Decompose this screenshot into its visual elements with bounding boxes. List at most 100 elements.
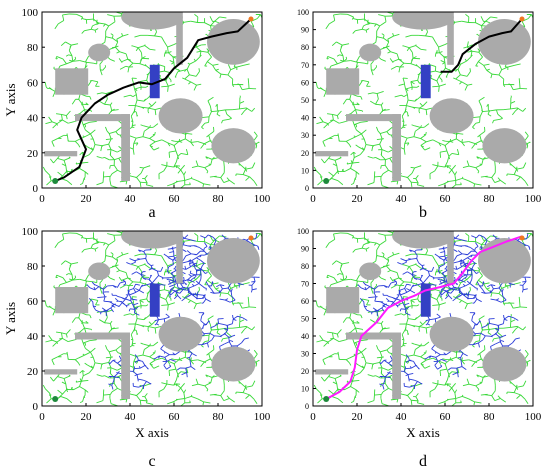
green-tree-edge — [316, 388, 322, 394]
blue-tree-edge — [188, 292, 194, 296]
green-tree-edge — [476, 374, 479, 378]
blue-tree-edge — [173, 295, 178, 300]
blue-tree-edge — [480, 332, 486, 337]
green-tree-edge — [352, 30, 356, 34]
green-tree-edge — [454, 171, 458, 176]
blue-tree-edge — [490, 298, 497, 301]
green-tree-edge — [468, 359, 476, 363]
green-tree-edge — [154, 31, 158, 37]
green-tree-edge — [352, 103, 354, 106]
green-tree-edge — [350, 327, 356, 333]
green-tree-edge — [100, 69, 103, 71]
green-tree-edge — [147, 329, 150, 332]
green-tree-edge — [380, 240, 387, 245]
y-axis-title: Y axis — [3, 302, 18, 335]
green-tree-edge — [125, 180, 128, 185]
green-tree-edge — [229, 180, 236, 185]
green-tree-edge — [373, 66, 377, 71]
green-tree-edge — [86, 237, 94, 240]
green-tree-edge — [482, 110, 490, 113]
green-tree-edge — [51, 356, 59, 361]
green-tree-edge — [405, 88, 408, 91]
green-tree-edge — [438, 360, 441, 364]
green-tree-edge — [411, 342, 415, 345]
green-tree-edge — [211, 375, 215, 378]
blue-tree-edge — [129, 258, 135, 262]
green-tree-edge — [68, 339, 75, 343]
blue-tree-edge — [431, 266, 435, 272]
green-tree-edge — [164, 270, 167, 273]
green-tree-edge — [398, 66, 401, 73]
green-tree-edge — [402, 77, 406, 84]
y-tick-label: 60 — [27, 77, 39, 89]
green-tree-edge — [111, 34, 114, 39]
blue-tree-edge — [442, 247, 448, 250]
green-tree-edge — [414, 383, 422, 387]
green-tree-edge — [62, 337, 69, 343]
green-tree-edge — [462, 177, 469, 182]
green-tree-edge — [432, 164, 438, 167]
green-tree-edge — [240, 164, 246, 170]
green-tree-edge — [398, 83, 405, 87]
green-tree-edge — [84, 280, 87, 287]
green-tree-edge — [376, 36, 384, 39]
green-tree-edge — [94, 362, 102, 365]
green-tree-edge — [140, 181, 148, 184]
green-tree-edge — [328, 389, 334, 395]
green-tree-edge — [168, 363, 171, 365]
green-tree-edge — [516, 107, 519, 109]
green-tree-edge — [79, 401, 83, 404]
green-tree-edge — [239, 95, 241, 97]
x-tick-label: 40 — [125, 193, 137, 205]
green-tree-edge — [180, 402, 186, 406]
blue-tree-edge — [411, 274, 416, 276]
blue-tree-edge — [441, 280, 447, 284]
green-tree-edge — [148, 324, 152, 327]
green-tree-edge — [168, 296, 172, 299]
green-tree-edge — [336, 383, 339, 390]
green-tree-edge — [453, 77, 456, 80]
green-tree-edge — [410, 81, 415, 85]
green-tree-edge — [448, 156, 451, 160]
green-tree-edge — [422, 145, 424, 148]
green-tree-edge — [144, 64, 147, 67]
green-tree-edge — [387, 51, 391, 54]
blue-tree-edge — [439, 255, 445, 258]
blue-tree-edge — [484, 323, 490, 327]
blue-tree-edge — [139, 366, 141, 369]
green-tree-edge — [420, 138, 427, 143]
green-tree-edge — [135, 47, 139, 52]
green-tree-edge — [382, 169, 389, 175]
green-tree-edge — [353, 151, 356, 154]
green-tree-edge — [498, 69, 503, 76]
green-tree-edge — [339, 273, 344, 275]
green-tree-edge — [349, 93, 352, 100]
green-tree-edge — [356, 275, 360, 281]
blue-tree-edge — [409, 249, 412, 253]
green-tree-edge — [511, 382, 517, 388]
green-tree-edge — [473, 183, 476, 188]
green-tree-edge — [474, 401, 482, 404]
green-tree-edge — [380, 104, 384, 111]
green-tree-edge — [376, 93, 379, 100]
blue-tree-edge — [100, 310, 107, 313]
green-tree-edge — [65, 54, 69, 57]
green-tree-edge — [420, 352, 427, 358]
green-tree-edge — [403, 124, 407, 126]
green-tree-edge — [351, 18, 354, 20]
blue-tree-edge — [229, 340, 234, 343]
green-tree-edge — [396, 65, 401, 68]
green-tree-edge — [362, 298, 370, 301]
blue-tree-edge — [121, 298, 126, 303]
green-tree-edge — [240, 328, 245, 334]
x-tick-label: 0 — [39, 411, 45, 423]
green-tree-edge — [514, 282, 521, 285]
green-tree-edge — [105, 345, 108, 350]
green-tree-edge — [430, 77, 438, 82]
blue-tree-edge — [170, 280, 176, 284]
blue-tree-edge — [125, 304, 130, 307]
green-tree-edge — [207, 61, 213, 66]
green-tree-edge — [316, 339, 324, 343]
green-tree-edge — [183, 392, 186, 399]
green-tree-edge — [243, 63, 250, 66]
